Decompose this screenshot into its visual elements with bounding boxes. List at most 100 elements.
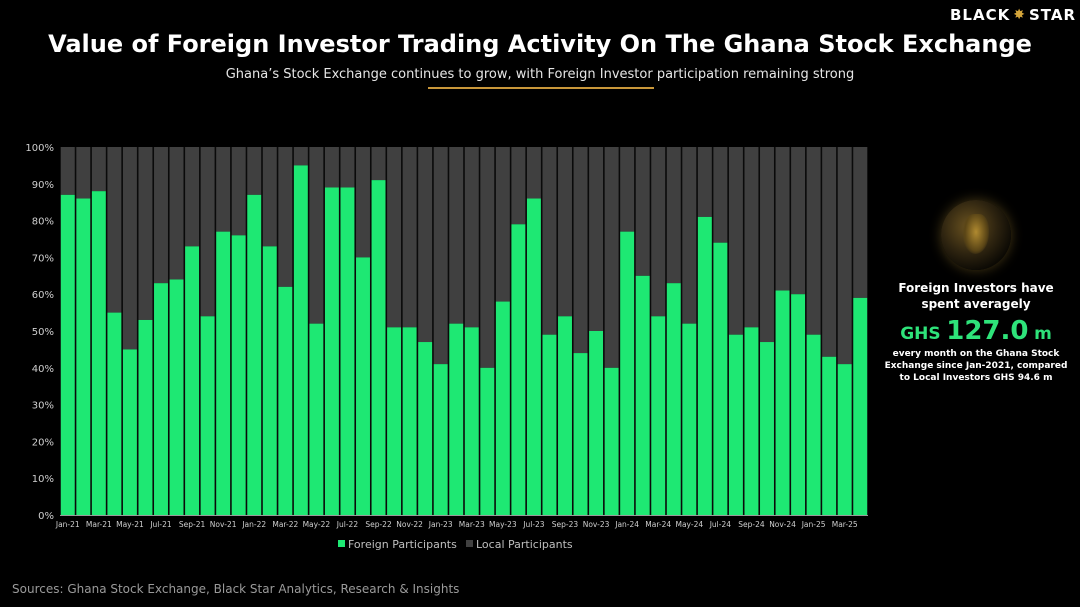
bar-foreign bbox=[293, 165, 308, 515]
x-tick-label: Jul-24 bbox=[709, 520, 732, 529]
page-subtitle: Ghana’s Stock Exchange continues to grow… bbox=[225, 67, 855, 82]
bar-local bbox=[433, 147, 448, 365]
x-tick-label: Sep-21 bbox=[179, 520, 206, 529]
bar-local bbox=[728, 147, 743, 335]
bar-foreign bbox=[713, 242, 728, 515]
bar-foreign bbox=[853, 297, 868, 515]
y-tick-label: 10% bbox=[32, 474, 54, 485]
bar-foreign bbox=[635, 275, 650, 515]
bar-local bbox=[309, 147, 324, 324]
bar-foreign bbox=[231, 235, 246, 515]
x-tick-label: Nov-23 bbox=[583, 520, 610, 529]
bar-foreign bbox=[542, 334, 557, 515]
bar-foreign bbox=[402, 327, 417, 515]
bar-local bbox=[511, 147, 526, 225]
legend-swatch-local bbox=[466, 540, 473, 547]
x-tick-label: May-21 bbox=[116, 520, 144, 529]
summary-panel: Foreign Investors have spent averagely G… bbox=[878, 200, 1074, 384]
bar-foreign bbox=[262, 246, 277, 516]
bar-local bbox=[76, 147, 91, 199]
bar-local bbox=[620, 147, 635, 232]
x-tick-label: Mar-23 bbox=[459, 520, 485, 529]
x-tick-label: Nov-21 bbox=[210, 520, 237, 529]
bar-local bbox=[666, 147, 681, 284]
bar-foreign bbox=[387, 327, 402, 515]
bar-local bbox=[185, 147, 200, 247]
y-tick-label: 100% bbox=[25, 143, 54, 154]
bar-foreign bbox=[60, 194, 75, 515]
bar-local bbox=[651, 147, 666, 317]
bar-local bbox=[775, 147, 790, 291]
bar-foreign bbox=[200, 316, 215, 515]
legend-swatch-foreign bbox=[338, 540, 345, 547]
y-tick-label: 80% bbox=[32, 217, 54, 228]
bar-foreign bbox=[169, 279, 184, 515]
bar-local bbox=[200, 147, 215, 317]
summary-heading: Foreign Investors have spent averagely bbox=[898, 281, 1054, 311]
page-title: Value of Foreign Investor Trading Activi… bbox=[48, 30, 1032, 58]
bar-foreign bbox=[324, 187, 339, 516]
bar-foreign bbox=[589, 331, 604, 515]
legend-label-local: Local Participants bbox=[476, 538, 573, 551]
y-tick-label: 50% bbox=[32, 327, 54, 338]
bar-local bbox=[340, 147, 355, 188]
bar-foreign bbox=[356, 257, 370, 515]
bar-foreign bbox=[526, 198, 541, 515]
bar-local bbox=[853, 147, 868, 298]
subtitle-underline bbox=[428, 87, 654, 89]
chart-legend: Foreign Participants Local Participants bbox=[338, 538, 573, 551]
bar-local bbox=[247, 147, 262, 195]
x-tick-label: Jan-23 bbox=[428, 520, 453, 529]
x-tick-label: Sep-23 bbox=[552, 520, 579, 529]
bar-local bbox=[635, 147, 650, 276]
bar-local bbox=[760, 147, 774, 343]
source-note: Sources: Ghana Stock Exchange, Black Sta… bbox=[12, 582, 460, 596]
bar-foreign bbox=[107, 312, 122, 515]
x-tick-label: Sep-24 bbox=[738, 520, 765, 529]
bar-local bbox=[418, 147, 433, 343]
summary-currency: GHS bbox=[900, 324, 941, 344]
bar-local bbox=[697, 147, 712, 217]
bar-foreign bbox=[309, 323, 324, 515]
bar-local bbox=[449, 147, 464, 324]
bar-foreign bbox=[216, 231, 231, 515]
bar-local bbox=[278, 147, 293, 287]
bar-local bbox=[589, 147, 604, 331]
bar-foreign bbox=[185, 246, 200, 516]
y-tick-label: 0% bbox=[38, 511, 54, 522]
x-tick-label: Mar-25 bbox=[832, 520, 858, 529]
bar-local bbox=[91, 147, 106, 192]
bar-local bbox=[371, 147, 386, 181]
bar-foreign bbox=[418, 342, 433, 515]
y-tick-label: 40% bbox=[32, 364, 54, 375]
x-tick-label: Nov-24 bbox=[769, 520, 796, 529]
bar-foreign bbox=[371, 180, 386, 515]
bar-foreign bbox=[247, 194, 262, 515]
bar-local bbox=[791, 147, 806, 295]
bar-foreign bbox=[122, 349, 137, 515]
bar-foreign bbox=[620, 231, 635, 515]
bar-local bbox=[402, 147, 417, 328]
bar-local bbox=[822, 147, 837, 357]
bar-foreign bbox=[697, 216, 712, 516]
bar-foreign bbox=[340, 187, 355, 516]
bar-foreign bbox=[573, 353, 588, 515]
x-tick-label: May-22 bbox=[303, 520, 331, 529]
legend-label-foreign: Foreign Participants bbox=[348, 538, 457, 551]
bar-local bbox=[558, 147, 572, 317]
y-tick-label: 20% bbox=[32, 437, 54, 448]
bar-local bbox=[356, 147, 370, 258]
summary-amount: 127.0 bbox=[946, 316, 1029, 346]
bar-foreign bbox=[464, 327, 479, 515]
bar-local bbox=[387, 147, 402, 328]
bar-foreign bbox=[278, 286, 293, 515]
bar-local bbox=[495, 147, 510, 302]
bar-foreign bbox=[495, 301, 510, 515]
bar-local bbox=[604, 147, 619, 368]
bar-local bbox=[464, 147, 479, 328]
bar-local bbox=[293, 147, 308, 166]
brand-name-left: BLACK bbox=[950, 6, 1011, 24]
x-tick-label: Nov-22 bbox=[396, 520, 423, 529]
stacked-bar-chart: 0% 10% 20% 30% 40% 50% 60% 70% 80% 90% 100% Jan-21… bbox=[25, 143, 868, 551]
x-tick-label: Jul-21 bbox=[149, 520, 172, 529]
